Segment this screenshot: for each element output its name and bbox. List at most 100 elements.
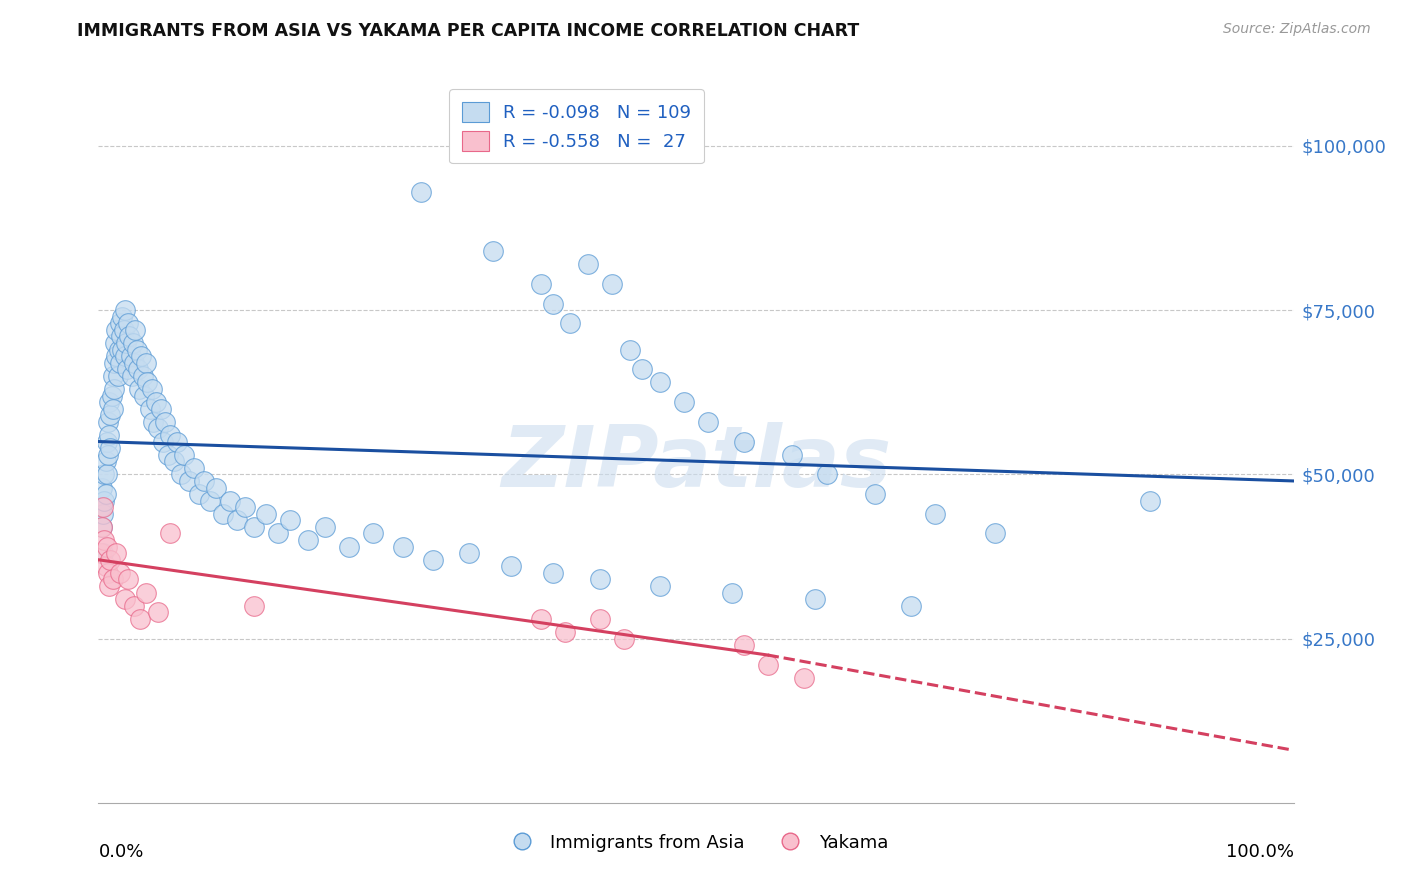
Point xyxy=(865,487,887,501)
Point xyxy=(363,526,385,541)
Point xyxy=(148,605,170,619)
Point xyxy=(481,244,505,258)
Point xyxy=(96,434,118,449)
Point xyxy=(129,612,152,626)
Point xyxy=(124,356,146,370)
Point xyxy=(90,546,112,560)
Point xyxy=(94,454,117,468)
Point xyxy=(170,467,193,482)
Point xyxy=(152,434,174,449)
Point xyxy=(90,500,112,515)
Point xyxy=(458,546,481,560)
Point xyxy=(219,493,242,508)
Point xyxy=(101,368,124,383)
Point xyxy=(103,382,125,396)
Point xyxy=(267,526,290,541)
Point xyxy=(163,454,186,468)
Point xyxy=(193,474,215,488)
Point xyxy=(243,599,266,613)
Text: 100.0%: 100.0% xyxy=(1226,843,1294,861)
Point xyxy=(226,513,249,527)
Point xyxy=(149,401,172,416)
Point xyxy=(560,316,582,330)
Point xyxy=(148,421,170,435)
Point xyxy=(107,368,129,383)
Point xyxy=(114,303,136,318)
Point xyxy=(108,356,131,370)
Text: Source: ZipAtlas.com: Source: ZipAtlas.com xyxy=(1223,22,1371,37)
Point xyxy=(131,368,153,383)
Point xyxy=(499,559,522,574)
Point xyxy=(793,671,815,685)
Point xyxy=(613,632,636,646)
Point xyxy=(166,434,188,449)
Point xyxy=(128,382,150,396)
Point xyxy=(111,343,134,357)
Point xyxy=(602,277,624,291)
Point xyxy=(104,336,127,351)
Point xyxy=(98,553,122,567)
Point xyxy=(91,520,114,534)
Point xyxy=(135,356,157,370)
Point xyxy=(131,349,153,363)
Point xyxy=(780,448,803,462)
Point xyxy=(254,507,277,521)
Point xyxy=(117,316,139,330)
Point xyxy=(243,520,266,534)
Point xyxy=(159,428,181,442)
Point xyxy=(98,441,122,455)
Point xyxy=(114,349,136,363)
Point xyxy=(105,349,128,363)
Point xyxy=(139,401,162,416)
Point xyxy=(733,434,755,449)
Point xyxy=(94,487,117,501)
Point xyxy=(159,526,181,541)
Point xyxy=(155,415,177,429)
Point xyxy=(589,573,612,587)
Point xyxy=(91,520,114,534)
Point xyxy=(235,500,257,515)
Point xyxy=(101,401,124,416)
Point xyxy=(141,382,163,396)
Point xyxy=(411,185,433,199)
Point xyxy=(179,474,201,488)
Point xyxy=(578,257,600,271)
Point xyxy=(127,362,149,376)
Text: 0.0%: 0.0% xyxy=(98,843,143,861)
Point xyxy=(105,546,128,560)
Point xyxy=(132,388,155,402)
Point xyxy=(98,428,121,442)
Point xyxy=(673,395,696,409)
Point xyxy=(530,612,553,626)
Point xyxy=(125,343,148,357)
Point xyxy=(121,368,143,383)
Point xyxy=(114,592,136,607)
Point xyxy=(110,329,132,343)
Text: ZIPatlas: ZIPatlas xyxy=(501,422,891,505)
Point xyxy=(530,277,553,291)
Point xyxy=(204,481,226,495)
Point xyxy=(122,336,145,351)
Point xyxy=(984,526,1007,541)
Point xyxy=(339,540,361,554)
Point xyxy=(91,546,114,560)
Point xyxy=(115,362,138,376)
Point xyxy=(648,376,672,390)
Point xyxy=(278,513,301,527)
Point xyxy=(187,487,209,501)
Point xyxy=(648,579,672,593)
Point xyxy=(124,599,146,613)
Point xyxy=(108,316,131,330)
Point xyxy=(97,415,120,429)
Point xyxy=(756,657,779,672)
Text: IMMIGRANTS FROM ASIA VS YAKAMA PER CAPITA INCOME CORRELATION CHART: IMMIGRANTS FROM ASIA VS YAKAMA PER CAPIT… xyxy=(77,22,859,40)
Point xyxy=(541,566,564,580)
Point xyxy=(97,448,120,462)
Point xyxy=(631,362,654,376)
Point xyxy=(900,599,922,613)
Point xyxy=(111,310,134,324)
Point xyxy=(96,540,118,554)
Point xyxy=(103,356,125,370)
Point xyxy=(721,585,744,599)
Point xyxy=(142,415,165,429)
